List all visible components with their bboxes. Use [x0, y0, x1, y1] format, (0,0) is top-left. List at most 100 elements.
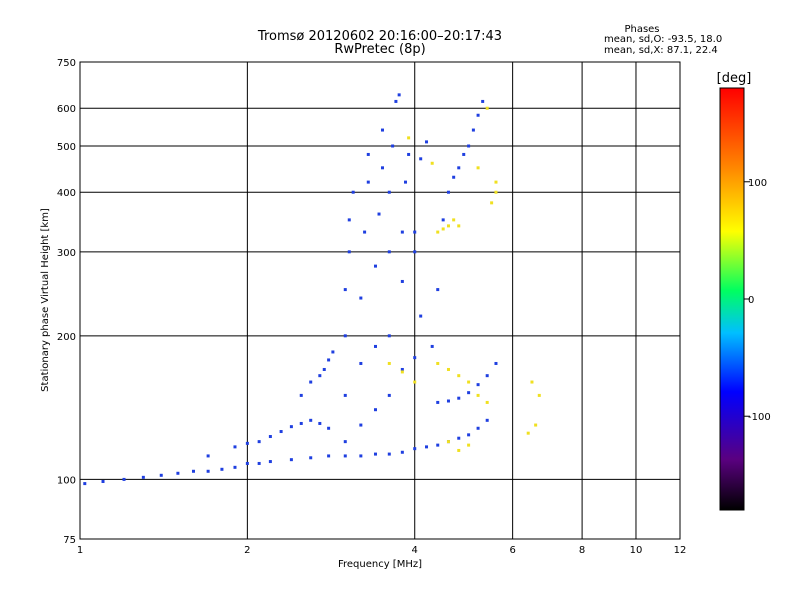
o-mode-point: [391, 144, 395, 148]
o-mode-point: [413, 230, 417, 234]
o-mode-point: [494, 361, 498, 365]
o-mode-point: [206, 454, 210, 458]
o-mode-point: [419, 314, 423, 318]
y-tick-label: 400: [57, 188, 76, 199]
y-tick-label: 100: [57, 475, 76, 486]
x-mode-point: [485, 106, 489, 110]
o-mode-point: [452, 175, 456, 179]
o-mode-point: [373, 344, 377, 348]
o-mode-point: [462, 152, 466, 156]
o-mode-point: [327, 358, 331, 362]
o-mode-point: [299, 421, 303, 425]
o-mode-point: [141, 475, 145, 479]
o-mode-point: [322, 367, 326, 371]
o-mode-point: [407, 152, 411, 156]
phases-header: Phases: [624, 24, 659, 35]
o-mode-point: [394, 99, 398, 103]
o-mode-point: [400, 279, 404, 283]
x-axis-ticks: 1 2 4 6 8 10 12: [77, 545, 687, 556]
plot-area: [79, 61, 681, 540]
o-mode-point: [309, 456, 313, 460]
x-mode-point: [526, 431, 530, 435]
o-mode-point: [299, 393, 303, 397]
o-mode-point: [436, 288, 440, 292]
x-mode-point: [436, 361, 440, 365]
o-mode-point: [380, 128, 384, 132]
o-mode-point: [359, 454, 363, 458]
o-mode-point: [441, 218, 445, 222]
x-tick-label: 1: [77, 545, 83, 556]
x-mode-point: [485, 400, 489, 404]
o-mode-point: [366, 180, 370, 184]
o-mode-point: [268, 460, 272, 464]
o-mode-point: [343, 454, 347, 458]
o-mode-point: [343, 288, 347, 292]
colorbar: [719, 87, 745, 511]
y-tick-label: 750: [57, 58, 76, 69]
o-mode-point: [436, 443, 440, 447]
chart-title: Tromsø 20120602 20:16:00–20:17:43: [257, 29, 502, 44]
y-tick-label: 200: [57, 332, 76, 343]
o-mode-point: [359, 423, 363, 427]
chart-subtitle: RwPretec (8p): [334, 42, 425, 57]
o-mode-point: [387, 393, 391, 397]
x-mode-point: [446, 224, 450, 228]
x-mode-point: [476, 393, 480, 397]
x-mode-point: [457, 374, 461, 378]
o-mode-point: [446, 190, 450, 194]
y-tick-label: 600: [57, 104, 76, 115]
colorbar-tick-label: 0: [748, 295, 754, 306]
o-mode-point: [387, 334, 391, 338]
o-mode-point: [363, 230, 367, 234]
o-mode-point: [245, 441, 249, 445]
o-mode-point: [457, 166, 461, 170]
y-tick-label: 75: [63, 535, 76, 546]
o-mode-point: [485, 374, 489, 378]
o-mode-point: [413, 250, 417, 254]
data-points: [83, 93, 541, 486]
o-mode-point: [359, 296, 363, 300]
o-mode-point: [467, 433, 471, 437]
o-mode-point: [347, 218, 351, 222]
o-mode-point: [457, 436, 461, 440]
x-tick-label: 6: [509, 545, 515, 556]
o-mode-point: [159, 473, 163, 477]
o-mode-point: [351, 190, 355, 194]
o-mode-point: [257, 461, 261, 465]
x-tick-label: 2: [244, 545, 250, 556]
o-mode-point: [331, 350, 335, 354]
o-mode-point: [413, 447, 417, 451]
colorbar-tick-label: 100: [748, 178, 767, 189]
x-mode-point: [436, 230, 440, 234]
o-mode-point: [457, 396, 461, 400]
o-mode-point: [101, 479, 105, 483]
o-mode-point: [318, 421, 322, 425]
y-axis-label: Stationary phase Virtual Height [km]: [40, 208, 51, 392]
colorbar-ticks: 100 0 -100: [744, 178, 771, 423]
o-mode-point: [245, 461, 249, 465]
o-mode-point: [343, 334, 347, 338]
x-mode-point: [476, 166, 480, 170]
o-mode-point: [397, 93, 401, 97]
o-mode-point: [413, 356, 417, 360]
o-mode-point: [373, 408, 377, 412]
x-mode-point: [452, 218, 456, 222]
o-mode-point: [467, 391, 471, 395]
o-mode-point: [233, 465, 237, 469]
o-mode-point: [359, 361, 363, 365]
o-mode-point: [289, 425, 293, 429]
phases-stat-x: mean, sd,X: 87.1, 22.4: [604, 45, 718, 56]
colorbar-label: [deg]: [717, 71, 752, 86]
o-mode-point: [233, 445, 237, 449]
x-mode-point: [530, 380, 534, 384]
o-mode-point: [400, 367, 404, 371]
o-mode-point: [467, 144, 471, 148]
x-tick-label: 8: [579, 545, 585, 556]
o-mode-point: [485, 418, 489, 422]
o-mode-point: [446, 399, 450, 403]
o-mode-point: [191, 469, 195, 473]
o-mode-point: [309, 418, 313, 422]
x-mode-point: [430, 161, 434, 165]
o-mode-point: [347, 250, 351, 254]
x-mode-point: [446, 367, 450, 371]
